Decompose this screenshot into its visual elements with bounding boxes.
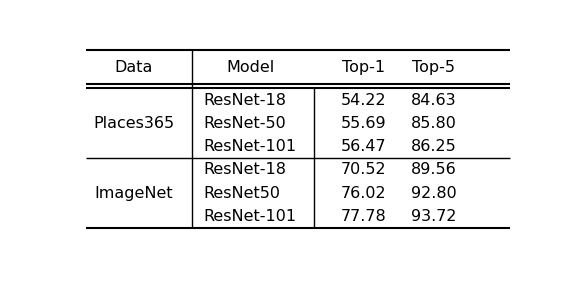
Text: 84.63: 84.63 (411, 92, 456, 108)
Text: 86.25: 86.25 (411, 139, 456, 154)
Text: 93.72: 93.72 (411, 209, 456, 224)
Text: 85.80: 85.80 (411, 116, 456, 131)
Text: 92.80: 92.80 (411, 186, 456, 201)
Text: 89.56: 89.56 (411, 162, 456, 177)
Text: ResNet-101: ResNet-101 (204, 209, 297, 224)
Text: ResNet-101: ResNet-101 (204, 139, 297, 154)
Text: ResNet-50: ResNet-50 (204, 116, 286, 131)
Text: ResNet-18: ResNet-18 (204, 162, 286, 177)
Text: Places365: Places365 (93, 116, 174, 131)
Text: ImageNet: ImageNet (94, 186, 173, 201)
Text: 70.52: 70.52 (341, 162, 386, 177)
Text: 76.02: 76.02 (341, 186, 386, 201)
Text: Top-1: Top-1 (342, 60, 385, 75)
Text: ResNet-18: ResNet-18 (204, 92, 286, 108)
Text: Model: Model (227, 60, 275, 75)
Text: 55.69: 55.69 (341, 116, 386, 131)
Text: 77.78: 77.78 (341, 209, 386, 224)
Text: 54.22: 54.22 (341, 92, 386, 108)
Text: Data: Data (115, 60, 153, 75)
Text: ResNet50: ResNet50 (204, 186, 281, 201)
Text: 56.47: 56.47 (341, 139, 386, 154)
Text: Top-5: Top-5 (412, 60, 455, 75)
